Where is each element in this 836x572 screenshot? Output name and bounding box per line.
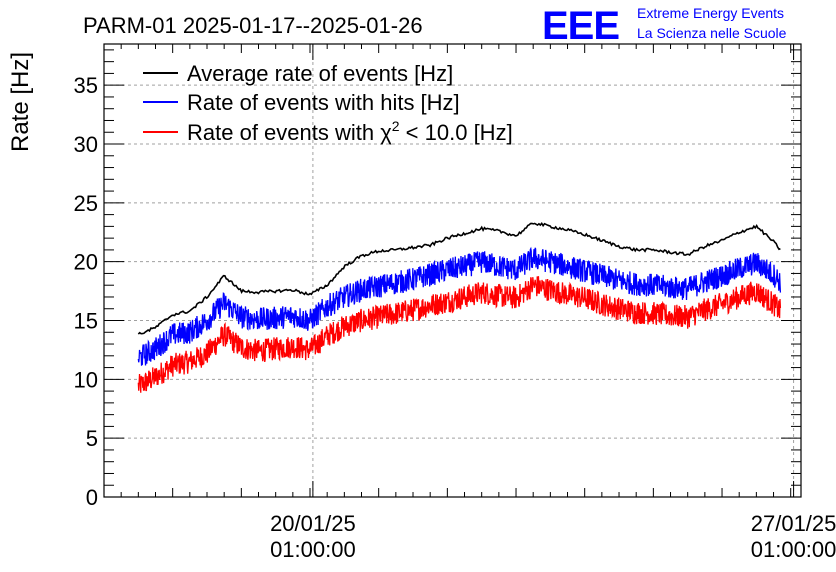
y-axis: 0 5 10 15 20 25 30 35 xyxy=(74,49,801,510)
series-line-average xyxy=(137,221,781,335)
eee-logo-mark: EEE xyxy=(542,4,619,48)
y-tick-label: 0 xyxy=(86,485,98,510)
y-tick-label: 15 xyxy=(74,309,98,334)
legend-label: Average rate of events [Hz] xyxy=(187,61,453,86)
y-tick-label: 20 xyxy=(74,250,98,275)
plot-frame xyxy=(103,43,802,498)
eee-logo: EEE Extreme Energy Events La Scienza nel… xyxy=(542,4,787,48)
chart-title: PARM-01 2025-01-17--2025-01-26 xyxy=(83,13,423,38)
logo-line-1: Extreme Energy Events xyxy=(637,5,784,21)
y-tick-label: 30 xyxy=(74,132,98,157)
y-tick-label: 10 xyxy=(74,367,98,392)
legend-label: Rate of events with χ2 < 10.0 [Hz] xyxy=(187,118,513,145)
y-tick-label: 25 xyxy=(74,191,98,216)
plot-area-border xyxy=(103,43,802,498)
x-tick-label-date: 20/01/25 xyxy=(270,511,356,536)
x-tick-label-time: 01:00:00 xyxy=(751,537,836,562)
series-layer xyxy=(137,221,782,393)
legend-label: Rate of events with hits [Hz] xyxy=(187,90,460,115)
legend: Average rate of events [Hz] Rate of event… xyxy=(143,61,513,145)
logo-line-2: La Scienza nelle Scuole xyxy=(637,25,787,41)
y-axis-label: Rate [Hz] xyxy=(7,52,34,152)
y-tick-label: 35 xyxy=(74,73,98,98)
series-line-hits xyxy=(137,246,782,366)
series-line-chi2 xyxy=(137,276,782,393)
x-tick-label-date: 27/01/25 xyxy=(751,511,836,536)
y-tick-label: 5 xyxy=(86,426,98,451)
x-tick-label-time: 01:00:00 xyxy=(270,537,356,562)
